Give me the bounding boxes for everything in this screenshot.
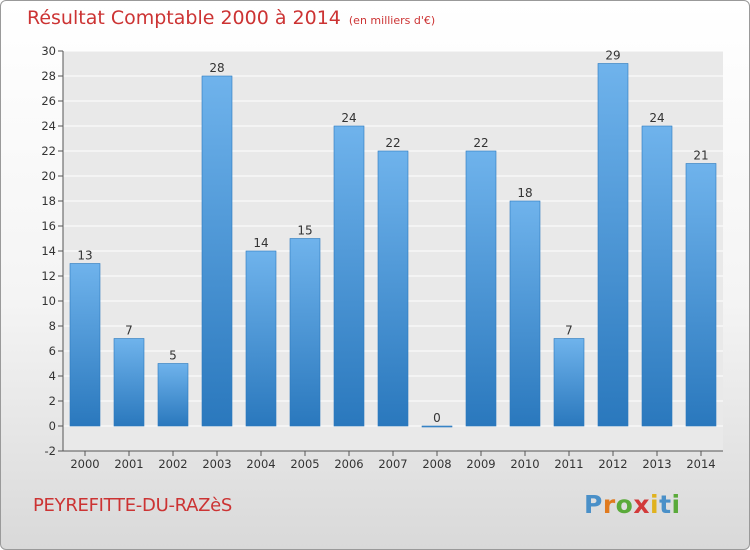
y-tick-label: 4: [49, 369, 56, 383]
data-label-2005: 15: [297, 224, 312, 238]
data-label-2007: 22: [385, 136, 400, 150]
y-tick-label: 24: [41, 119, 56, 133]
bar-2010: [509, 200, 541, 427]
chart-title: Résultat Comptable 2000 à 2014: [27, 7, 341, 29]
y-tick-label: 6: [49, 344, 56, 358]
y-tick-label: 26: [41, 94, 56, 108]
data-label-2008: 0: [433, 411, 441, 425]
data-label-2001: 7: [125, 324, 133, 338]
bar-2005: [289, 238, 321, 427]
x-tick-label: 2003: [202, 457, 231, 471]
data-label-2011: 7: [565, 324, 573, 338]
x-tick-label: 2011: [554, 457, 583, 471]
logo-letter: i: [650, 490, 660, 519]
y-tick-label: 8: [49, 319, 56, 333]
chart-subtitle: (en milliers d'€): [348, 14, 436, 27]
data-labels: 13 7 5 28 14 15 24 22 0 22 18 7 29 24 21: [77, 49, 708, 426]
x-tick-label: 2001: [114, 457, 143, 471]
y-tick-label: 20: [41, 169, 56, 183]
x-tick-label: 2004: [246, 457, 275, 471]
bar-2007: [377, 150, 409, 427]
bars: [69, 63, 717, 428]
y-tick-label: 12: [41, 269, 56, 283]
x-tick-label: 2012: [598, 457, 627, 471]
bar-2000: [69, 263, 101, 427]
proxiti-logo: Proxiti: [584, 490, 681, 519]
data-label-2009: 22: [473, 136, 488, 150]
bar-2011: [553, 338, 585, 427]
bar-2001: [113, 338, 145, 427]
logo-letter: i: [671, 490, 681, 519]
chart-header: Résultat Comptable 2000 à 2014 (en millie…: [27, 7, 435, 29]
data-label-2002: 5: [169, 349, 177, 363]
y-tick-label: 2: [49, 394, 56, 408]
bar-2012: [597, 63, 629, 427]
y-tick-label: 0: [49, 419, 56, 433]
data-label-2003: 28: [209, 61, 224, 75]
bar-2006: [333, 125, 365, 427]
x-tick-label: 2000: [70, 457, 99, 471]
bar-2009: [465, 150, 497, 427]
y-tick-label: 30: [41, 44, 56, 58]
bar-2013: [641, 125, 673, 427]
y-tick-label: 18: [41, 194, 56, 208]
data-label-2013: 24: [649, 111, 664, 125]
x-tick-label: 2009: [466, 457, 495, 471]
x-tick-label: 2002: [158, 457, 187, 471]
bar-2008: [421, 425, 453, 428]
data-label-2010: 18: [517, 186, 532, 200]
y-tick-label: -2: [45, 444, 56, 458]
bar-2003: [201, 75, 233, 427]
logo-letter: r: [602, 490, 616, 519]
x-tick-label: 2008: [422, 457, 451, 471]
x-axis-ticks: 2000 2001 2002 2003 2004 2005 2006 2007 2008 2009…: [70, 451, 716, 471]
bar-2014: [685, 163, 717, 427]
logo-letter: x: [633, 490, 650, 519]
data-label-2014: 21: [693, 149, 708, 163]
data-label-2006: 24: [341, 111, 356, 125]
x-tick-label: 2007: [378, 457, 407, 471]
y-tick-label: 16: [41, 219, 56, 233]
logo-letter: P: [584, 490, 603, 519]
y-tick-label: 22: [41, 144, 56, 158]
logo-letter: o: [615, 490, 634, 519]
data-label-2004: 14: [253, 236, 268, 250]
x-tick-label: 2013: [642, 457, 671, 471]
x-tick-label: 2010: [510, 457, 539, 471]
bar-2002: [157, 363, 189, 427]
logo-letter: t: [659, 490, 672, 519]
y-tick-label: 14: [41, 244, 56, 258]
data-label-2000: 13: [77, 249, 92, 263]
y-tick-label: 10: [41, 294, 56, 308]
x-tick-label: 2014: [686, 457, 715, 471]
data-label-2012: 29: [605, 49, 620, 63]
bar-2004: [245, 250, 277, 427]
x-tick-label: 2006: [334, 457, 363, 471]
y-tick-label: 28: [41, 69, 56, 83]
x-tick-label: 2005: [290, 457, 319, 471]
commune-name: PEYREFITTE-DU-RAZèS: [33, 495, 233, 516]
